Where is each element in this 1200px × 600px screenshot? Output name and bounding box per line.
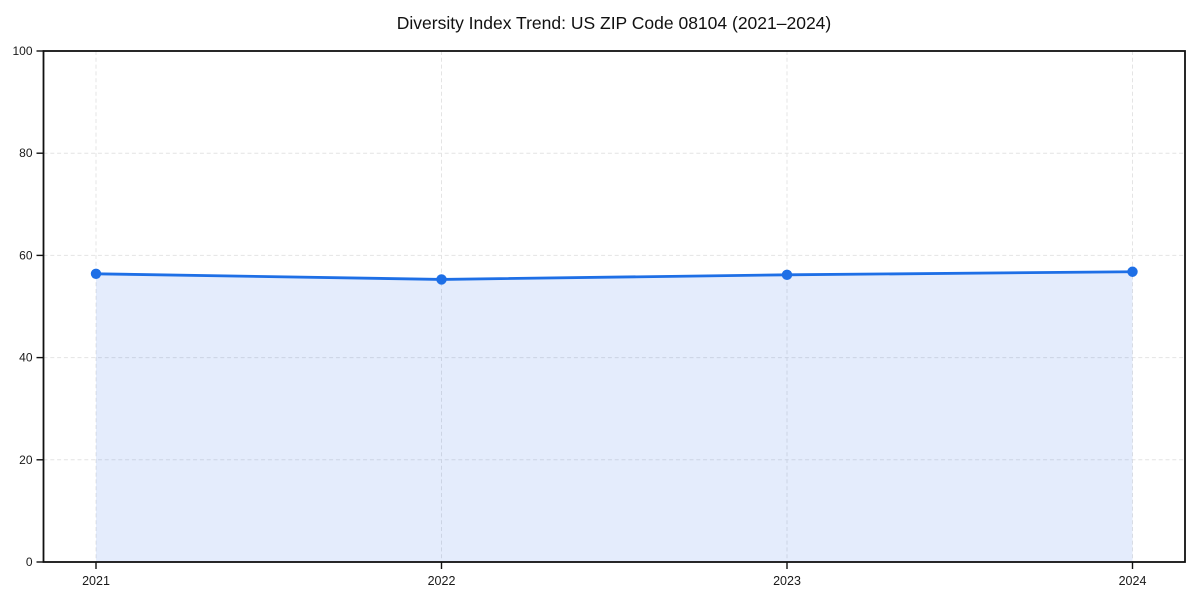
- x-tick-label: 2023: [773, 574, 801, 588]
- data-point-2023: [781, 269, 793, 281]
- data-point-2022: [436, 274, 447, 285]
- data-point-2024: [1127, 266, 1138, 277]
- data-point-2021: [90, 268, 102, 279]
- x-tick-label: 2021: [82, 574, 110, 588]
- y-tick-label: 0: [26, 555, 33, 569]
- trend-line: [94, 270, 1134, 281]
- y-tick-label: 40: [19, 351, 33, 365]
- y-tick-label: 20: [19, 453, 33, 467]
- plot-border: [42, 50, 1186, 563]
- x-tick-label: 2022: [428, 574, 456, 588]
- chart-title: Diversity Index Trend: US ZIP Code 08104…: [396, 13, 832, 33]
- y-tick-label: 80: [19, 146, 33, 160]
- y-tick-label: 100: [12, 44, 32, 58]
- x-tick-label: 2024: [1119, 574, 1147, 588]
- area-fill: [96, 271, 1133, 562]
- y-tick-label: 60: [19, 248, 33, 262]
